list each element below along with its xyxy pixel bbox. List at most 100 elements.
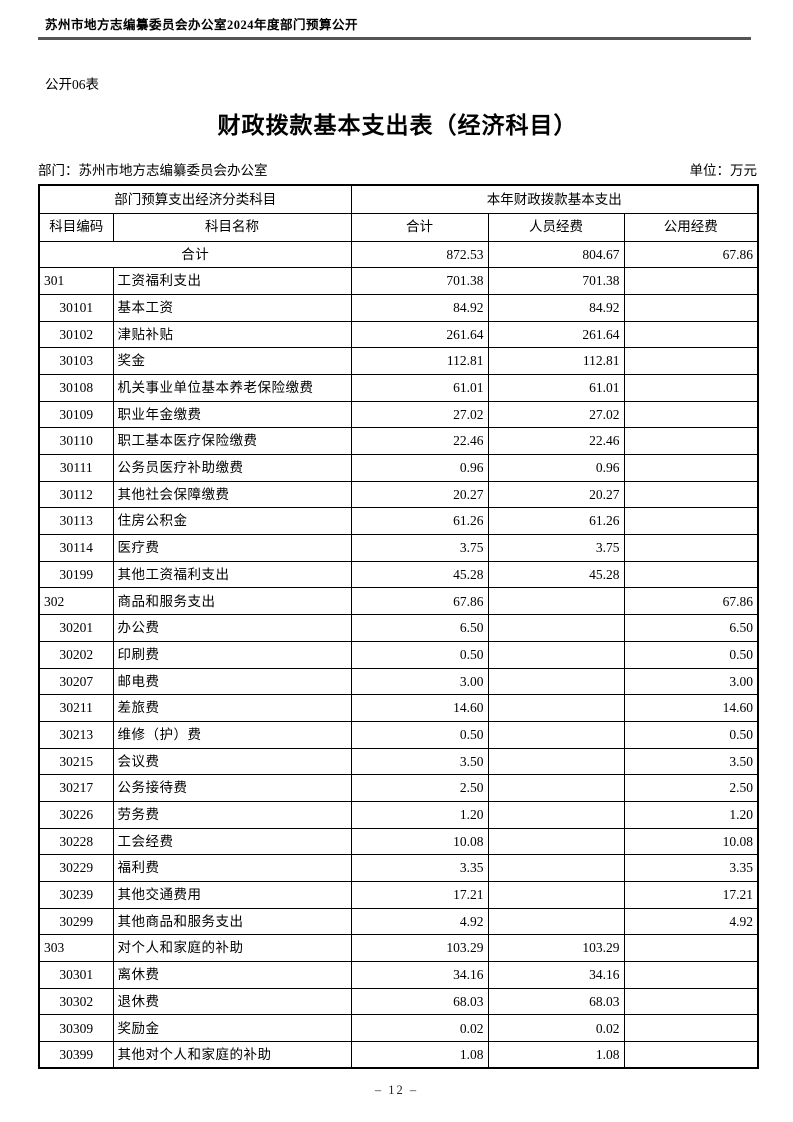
- table-row: 30101 基本工资 84.92 84.92: [38, 293, 759, 322]
- cell-public-funds: [623, 454, 759, 482]
- cell-personnel-funds: 68.03: [487, 987, 625, 1016]
- cell-total: 701.38: [350, 267, 489, 295]
- table-row: 30102 津贴补贴 261.64 261.64: [38, 320, 759, 349]
- cell-subject-name: 退休费: [112, 987, 352, 1016]
- cell-public-funds: [623, 400, 759, 429]
- table-body: 合计 872.53 804.67 67.86 301 工资福利支出 701.38 701.38…: [38, 240, 759, 1069]
- department-label: 部门：苏州市地方志编纂委员会办公室: [38, 163, 268, 178]
- cell-public-funds: [623, 347, 759, 375]
- cell-public-funds: 3.00: [623, 667, 759, 696]
- cell-public-funds: 67.86: [623, 587, 759, 616]
- cell-subject-code: 30201: [38, 614, 114, 642]
- cell-total: 10.08: [350, 827, 489, 856]
- cell-subject-name: 其他商品和服务支出: [112, 907, 352, 936]
- cell-personnel-funds: 61.26: [487, 507, 625, 536]
- table-meta-row: 部门：苏州市地方志编纂委员会办公室 单位：万元: [38, 159, 757, 179]
- cell-total: 6.50: [350, 614, 489, 642]
- cell-subject-code: 30211: [38, 694, 114, 722]
- cell-personnel-funds: 84.92: [487, 293, 625, 322]
- cell-personnel-funds: 3.75: [487, 534, 625, 562]
- cell-subject-name: 离休费: [112, 961, 352, 989]
- cell-subject-code: 30226: [38, 800, 114, 829]
- cell-total: 0.50: [350, 720, 489, 749]
- cell-total: 61.26: [350, 507, 489, 536]
- cell-personnel-funds: [487, 694, 625, 722]
- cell-personnel-funds: 34.16: [487, 961, 625, 989]
- cell-personnel-funds: [487, 640, 625, 669]
- table-row: 30213 维修（护）费 0.50 0.50: [38, 720, 759, 749]
- cell-subject-name: 商品和服务支出: [112, 587, 352, 616]
- cell-subject-name: 印刷费: [112, 640, 352, 669]
- cell-subject-code: 30228: [38, 827, 114, 856]
- cell-total: 61.01: [350, 373, 489, 402]
- cell-total: 14.60: [350, 694, 489, 722]
- cell-public-funds: [623, 987, 759, 1016]
- cell-subject-name: 工资福利支出: [112, 267, 352, 295]
- cell-total: 67.86: [350, 587, 489, 616]
- table-row: 30228 工会经费 10.08 10.08: [38, 827, 759, 856]
- cell-public-funds: 3.50: [623, 747, 759, 776]
- cell-public-funds: 67.86: [623, 240, 759, 269]
- cell-subject-name: 办公费: [112, 614, 352, 642]
- table-row: 30111 公务员医疗补助缴费 0.96 0.96: [38, 454, 759, 482]
- cell-public-funds: 10.08: [623, 827, 759, 856]
- cell-public-funds: [623, 320, 759, 349]
- table-row: 30202 印刷费 0.50 0.50: [38, 640, 759, 669]
- table-row: 30226 劳务费 1.20 1.20: [38, 800, 759, 829]
- cell-public-funds: 4.92: [623, 907, 759, 936]
- cell-subject-name: 奖金: [112, 347, 352, 375]
- document-header-text: 苏州市地方志编纂委员会办公室2024年度部门预算公开: [45, 18, 359, 32]
- cell-public-funds: [623, 480, 759, 509]
- cell-subject-code: 30399: [38, 1041, 114, 1069]
- cell-subject-code: 30102: [38, 320, 114, 349]
- cell-personnel-funds: [487, 587, 625, 616]
- table-header-group-row: 部门预算支出经济分类科目 本年财政拨款基本支出: [38, 184, 759, 214]
- unit-label: 单位：万元: [689, 163, 758, 178]
- cell-total: 27.02: [350, 400, 489, 429]
- cell-total: 261.64: [350, 320, 489, 349]
- cell-personnel-funds: 45.28: [487, 560, 625, 589]
- cell-subject-code: 30112: [38, 480, 114, 509]
- cell-subject-code: 30302: [38, 987, 114, 1016]
- cell-subject-code: 301: [38, 267, 114, 295]
- cell-subject-code: 30202: [38, 640, 114, 669]
- cell-public-funds: 1.20: [623, 800, 759, 829]
- cell-subject-name: 对个人和家庭的补助: [112, 934, 352, 963]
- cell-subject-name: 其他交通费用: [112, 881, 352, 909]
- cell-public-funds: [623, 1041, 759, 1069]
- cell-subject-code: 303: [38, 934, 114, 963]
- table-row: 30211 差旅费 14.60 14.60: [38, 694, 759, 722]
- cell-personnel-funds: 61.01: [487, 373, 625, 402]
- cell-personnel-funds: 261.64: [487, 320, 625, 349]
- table-row: 301 工资福利支出 701.38 701.38: [38, 267, 759, 295]
- cell-public-funds: [623, 1014, 759, 1043]
- table-header-columns-row: 科目编码 科目名称 合计 人员经费 公用经费: [38, 212, 759, 242]
- cell-personnel-funds: 1.08: [487, 1041, 625, 1069]
- table-row: 30112 其他社会保障缴费 20.27 20.27: [38, 480, 759, 509]
- table-row: 合计 872.53 804.67 67.86: [38, 240, 759, 269]
- cell-total: 0.02: [350, 1014, 489, 1043]
- header-rule: [38, 37, 751, 40]
- cell-subject-code: 30215: [38, 747, 114, 776]
- cell-total: 3.00: [350, 667, 489, 696]
- cell-public-funds: [623, 934, 759, 963]
- cell-public-funds: [623, 534, 759, 562]
- cell-total: 3.75: [350, 534, 489, 562]
- cell-public-funds: 6.50: [623, 614, 759, 642]
- cell-subject-code: 30207: [38, 667, 114, 696]
- cell-subject-code: 302: [38, 587, 114, 616]
- cell-personnel-funds: 103.29: [487, 934, 625, 963]
- cell-personnel-funds: [487, 881, 625, 909]
- cell-total: 0.96: [350, 454, 489, 482]
- cell-subject-code: 30101: [38, 293, 114, 322]
- cell-personnel-funds: [487, 854, 625, 882]
- cell-subject-code: 30217: [38, 774, 114, 802]
- table-row: 30299 其他商品和服务支出 4.92 4.92: [38, 907, 759, 936]
- cell-subject-code: 30109: [38, 400, 114, 429]
- table-row: 30217 公务接待费 2.50 2.50: [38, 774, 759, 802]
- cell-public-funds: [623, 507, 759, 536]
- cell-subject-name: 医疗费: [112, 534, 352, 562]
- cell-subject-name: 基本工资: [112, 293, 352, 322]
- cell-subject-code: 30199: [38, 560, 114, 589]
